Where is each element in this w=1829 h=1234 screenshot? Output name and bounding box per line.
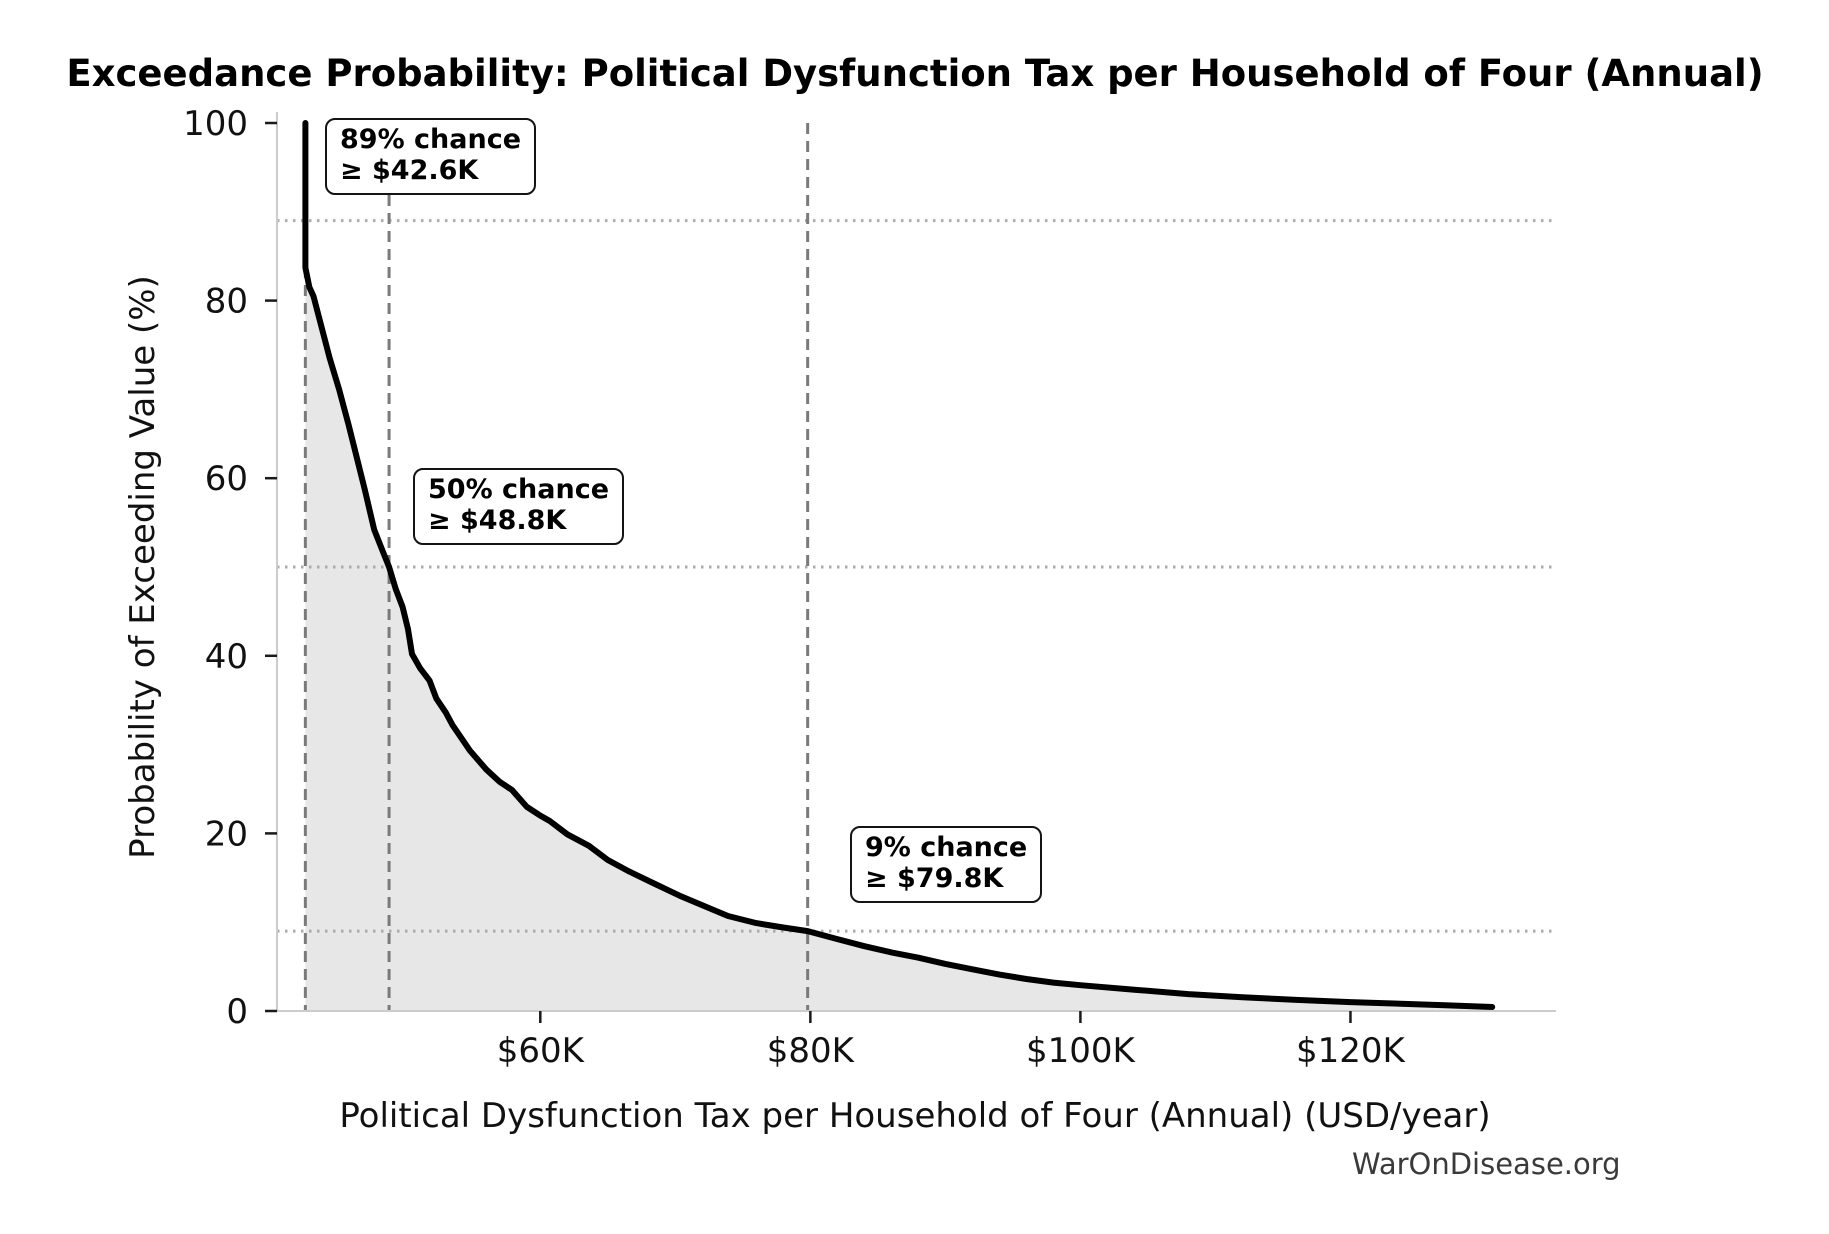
y-tick-label-80: 80 <box>205 282 248 322</box>
x-tick-label-120: $120K <box>1296 1031 1407 1071</box>
exceedance-curve <box>302 120 1496 1010</box>
annotation-89-line2: ≥ $42.6K <box>340 155 479 186</box>
y-tick-label-20: 20 <box>205 814 248 854</box>
x-tick-label-80: $80K <box>767 1031 856 1071</box>
y-tick-label-100: 100 <box>183 104 248 144</box>
x-axis-label: Political Dysfunction Tax per Household … <box>339 1096 1491 1136</box>
y-axis-label: Probability of Exceeding Value (%) <box>123 275 163 859</box>
y-tick-label-0: 0 <box>226 992 248 1032</box>
annotation-89-percent: 89% chance ≥ $42.6K <box>325 118 537 195</box>
annotation-89-line1: 89% chance <box>340 124 522 155</box>
annotation-9-line1: 9% chance <box>865 832 1028 863</box>
area-fill <box>305 123 1493 1011</box>
chart-title: Exceedance Probability: Political Dysfun… <box>66 52 1764 95</box>
x-tick-label-60: $60K <box>497 1031 586 1071</box>
x-tick-label-100: $100K <box>1026 1031 1137 1071</box>
annotation-9-line2: ≥ $79.8K <box>865 863 1004 894</box>
annotation-50-percent: 50% chance ≥ $48.8K <box>413 468 625 545</box>
watermark: WarOnDisease.org <box>1352 1147 1621 1181</box>
y-tick-label-40: 40 <box>205 637 248 677</box>
y-tick-label-60: 60 <box>205 459 248 499</box>
annotation-50-line2: ≥ $48.8K <box>428 505 567 536</box>
annotation-50-line1: 50% chance <box>428 474 610 505</box>
annotation-9-percent: 9% chance ≥ $79.8K <box>850 826 1043 903</box>
